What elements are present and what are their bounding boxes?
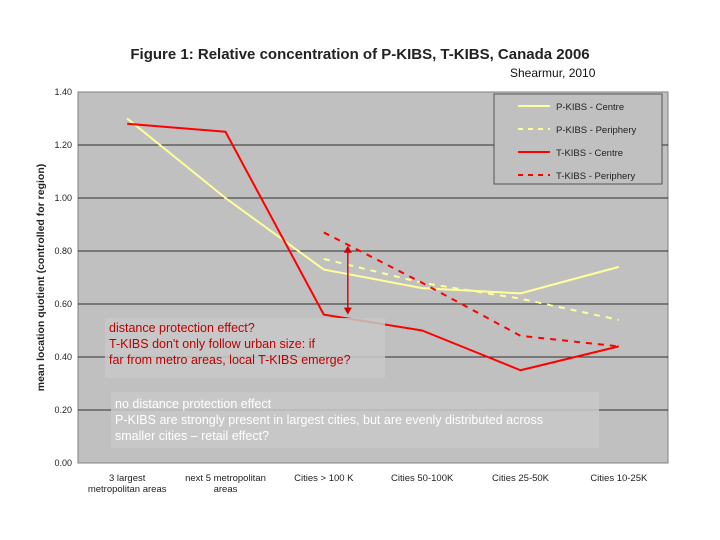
effect-arrow-head-bottom <box>343 307 352 315</box>
x-tick-label: Cities 25-50K <box>492 473 550 484</box>
retail-effect-note: no distance protection effect P-KIBS are… <box>111 392 599 448</box>
x-tick-label: 3 largest <box>109 473 146 484</box>
note-line: far from metro areas, local T-KIBS emerg… <box>109 353 351 367</box>
note-line: P-KIBS are strongly present in largest c… <box>115 413 543 427</box>
x-tick-label: areas <box>214 484 238 495</box>
x-tick-label: next 5 metropolitan <box>185 473 266 484</box>
y-tick-label: 0.40 <box>54 352 72 362</box>
y-tick-label: 0.60 <box>54 299 72 309</box>
y-tick-label: 1.00 <box>54 193 72 203</box>
legend-label: P-KIBS - Centre <box>556 102 624 113</box>
x-tick-label: metropolitan areas <box>88 484 167 495</box>
chart-title: Figure 1: Relative concentration of P-KI… <box>130 46 590 63</box>
x-tick-label: Cities > 100 K <box>294 473 354 484</box>
y-tick-label: 0.20 <box>54 405 72 415</box>
y-tick-label: 0.00 <box>54 458 72 468</box>
legend-label: T-KIBS - Centre <box>556 148 623 159</box>
series-line <box>126 117 620 295</box>
note-line: no distance protection effect <box>115 397 272 411</box>
note-line: smaller cities – retail effect? <box>115 429 269 443</box>
effect-arrow-head-top <box>343 245 352 253</box>
distance-protection-note: distance protection effect? T-KIBS don't… <box>105 318 385 378</box>
note-line: distance protection effect? <box>109 321 255 335</box>
legend-label: P-KIBS - Periphery <box>556 125 636 136</box>
series-line <box>323 257 620 321</box>
y-axis-label: mean location quotient (controlled for r… <box>35 164 47 392</box>
note-line: T-KIBS don't only follow urban size: if <box>109 337 315 351</box>
chart-credit: Shearmur, 2010 <box>510 66 596 80</box>
legend-box <box>493 93 663 185</box>
y-tick-label: 1.20 <box>54 140 72 150</box>
x-tick-label: Cities 50-100K <box>391 473 454 484</box>
x-tick-label: Cities 10-25K <box>590 473 648 484</box>
y-tick-label: 0.80 <box>54 246 72 256</box>
legend-label: T-KIBS - Periphery <box>556 171 635 182</box>
y-tick-label: 1.40 <box>54 87 72 97</box>
